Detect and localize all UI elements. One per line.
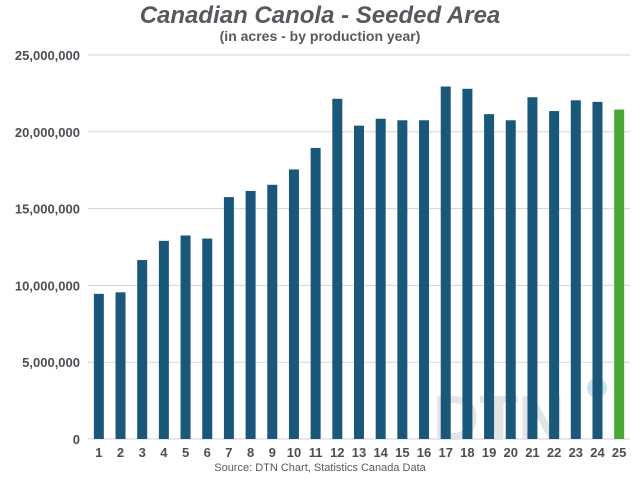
bar-year-15	[397, 120, 408, 439]
bar-year-10	[288, 169, 299, 439]
x-tick-label: 2	[117, 445, 124, 460]
x-tick-label: 10	[287, 445, 301, 460]
x-tick-label: 20	[504, 445, 518, 460]
x-tick-label: 16	[417, 445, 431, 460]
chart-subtitle: (in acres - by production year)	[219, 28, 421, 44]
bar-year-1	[93, 293, 104, 439]
bar-year-4	[158, 240, 169, 439]
bar-year-20	[505, 120, 516, 439]
x-tick-label: 15	[395, 445, 409, 460]
bar-year-17	[440, 86, 451, 439]
x-tick-label: 12	[330, 445, 344, 460]
bar-year-16	[419, 120, 430, 439]
bar-year-13	[354, 125, 364, 439]
watermark-text: DTN	[433, 382, 565, 454]
bar-year-9	[267, 184, 278, 439]
x-tick-label: 25	[612, 445, 626, 460]
x-tick-label: 23	[569, 445, 583, 460]
x-tick-label: 7	[225, 445, 232, 460]
bar-year-19	[484, 114, 495, 440]
x-tick-label: 13	[352, 445, 366, 460]
y-tick-label: 0	[73, 432, 80, 447]
bars	[93, 86, 625, 440]
bar-year-22	[549, 111, 560, 440]
x-tick-label: 21	[525, 445, 539, 460]
y-tick-label: 10,000,000	[15, 278, 80, 293]
chart-title: Canadian Canola - Seeded Area	[139, 2, 501, 29]
dtn-watermark: DTN	[433, 378, 607, 454]
bar-year-18	[462, 88, 473, 440]
x-tick-label: 14	[373, 445, 388, 460]
x-tick-label: 11	[309, 445, 323, 460]
x-tick-label: 18	[460, 445, 474, 460]
bar-year-2	[115, 292, 126, 439]
x-tick-label: 24	[590, 445, 605, 460]
x-tick-label: 17	[438, 445, 452, 460]
bar-year-7	[223, 197, 234, 439]
x-tick-label: 9	[269, 445, 276, 460]
bar-year-8	[245, 190, 256, 439]
x-tick-label: 19	[482, 445, 496, 460]
bar-year-6	[202, 238, 213, 439]
x-tick-label: 22	[547, 445, 561, 460]
chart-source: Source: DTN Chart, Statistics Canada Dat…	[214, 462, 426, 474]
x-tick-label: 1	[95, 445, 102, 460]
y-axis-tick-labels: 0 5,000,000 10,000,000 15,000,000 20,000,000…	[15, 48, 80, 447]
bar-year-25	[614, 109, 625, 439]
bar-year-12	[332, 98, 343, 439]
y-tick-label: 15,000,000	[15, 202, 80, 217]
x-tick-label: 6	[204, 445, 211, 460]
bar-year-21	[527, 97, 538, 440]
bar-year-23	[570, 100, 581, 439]
y-tick-label: 20,000,000	[15, 125, 80, 140]
x-tick-label: 8	[247, 445, 254, 460]
x-tick-label: 4	[160, 445, 168, 460]
x-axis-tick-labels: 1 2 3 4 5 6 7 8 9 10 11 12 13 14 15 16 17 18 19 20 21 22 23 24 2…	[95, 445, 626, 460]
x-tick-label: 3	[139, 445, 146, 460]
bar-year-24	[592, 101, 603, 440]
bar-year-11	[310, 147, 321, 440]
bar-year-5	[180, 235, 191, 439]
y-tick-label: 5,000,000	[22, 355, 80, 370]
bar-year-3	[137, 260, 148, 439]
x-tick-label: 5	[182, 445, 189, 460]
bar-year-14	[375, 118, 386, 439]
y-tick-label: 25,000,000	[15, 48, 80, 63]
